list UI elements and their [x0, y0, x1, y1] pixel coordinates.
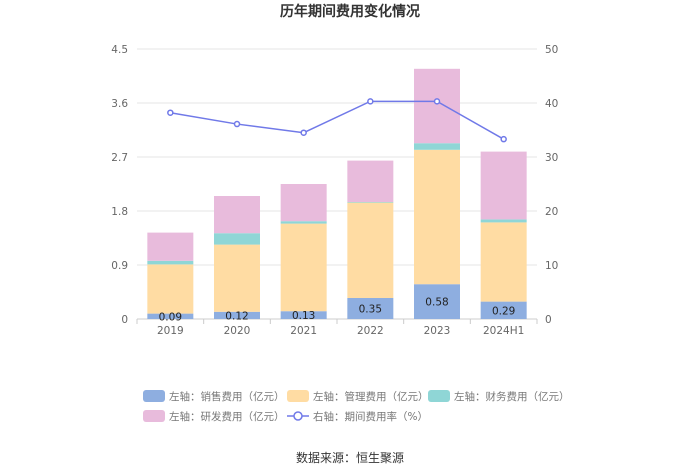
- bar-segment-2: [347, 202, 394, 298]
- bar-segment-3: [414, 143, 460, 150]
- bar-segment-1: [347, 298, 394, 319]
- chart-title: 历年期间费用变化情况: [280, 3, 420, 20]
- legend-swatch: [428, 390, 450, 402]
- legend-label: 左轴：财务费用（亿元）: [454, 390, 570, 403]
- bar-segment-4: [147, 232, 194, 261]
- x-tick-label: 2023: [424, 325, 451, 337]
- rate-line: [170, 100, 505, 140]
- legend-label: 右轴：期间费用率（%）: [313, 410, 428, 423]
- left-tick-label: 0.9: [111, 260, 128, 272]
- left-tick-label: 1.8: [111, 206, 128, 218]
- legend: 左轴：销售费用（亿元） 左轴：管理费用（亿元） 左轴：财务费用（亿元） 左轴：研发费用…: [143, 390, 570, 423]
- bar-value-label: 0.35: [359, 304, 382, 316]
- legend-line-marker: [293, 411, 303, 421]
- bar-segment-4: [214, 196, 260, 234]
- right-tick-label: 50: [545, 44, 558, 56]
- legend-label: 左轴：研发费用（亿元）: [169, 410, 285, 423]
- bar-segment-2: [147, 264, 194, 314]
- left-axis: 0 0.9 1.8 2.7 3.6 4.5: [111, 44, 128, 326]
- rate-line-series: [167, 98, 507, 143]
- rate-point: [233, 120, 241, 128]
- legend-swatch: [143, 410, 165, 422]
- bar-segment-2: [214, 244, 260, 312]
- bar-segment-2: [280, 223, 327, 312]
- rate-point: [167, 109, 174, 116]
- bar-value-label: 0.12: [225, 310, 248, 322]
- x-tick-label: 2020: [224, 325, 251, 337]
- bar-value-label: 0.09: [159, 311, 182, 323]
- x-tick-label: 2022: [357, 325, 384, 337]
- source-note: 数据来源：恒生聚源: [296, 450, 404, 465]
- bar-segment-3: [480, 219, 527, 223]
- bar-segment-2: [414, 149, 460, 285]
- bar-segment-3: [280, 221, 327, 224]
- rate-point: [300, 129, 307, 136]
- right-axis: 0 10 20 30 40 50: [545, 44, 558, 326]
- right-tick-label: 30: [545, 152, 558, 164]
- bar-segment-1: [214, 311, 260, 319]
- legend-label: 左轴：管理费用（亿元）: [313, 390, 429, 403]
- bar-value-label: 0.29: [492, 305, 515, 317]
- bar-segment-4: [480, 151, 527, 220]
- bar-segment-3: [347, 202, 394, 203]
- rate-point: [433, 98, 441, 105]
- bar-segment-1: [147, 313, 194, 319]
- legend-swatch: [287, 390, 309, 402]
- x-tick-label: 2021: [290, 325, 317, 337]
- left-tick-label: 3.6: [111, 98, 128, 110]
- right-tick-label: 10: [545, 260, 558, 272]
- bar-segment-3: [147, 260, 194, 265]
- x-tick-label: 2019: [157, 325, 184, 337]
- bar-segment-2: [480, 222, 527, 302]
- left-tick-label: 4.5: [111, 44, 128, 56]
- bar-value-label: 0.13: [292, 310, 315, 322]
- data-labels: 0.09 0.12 0.13 0.35 0.58 0.29: [159, 297, 516, 324]
- right-tick-label: 40: [545, 98, 558, 110]
- bar-value-label: 0.58: [425, 297, 448, 309]
- x-axis: 2019 2020 2021 2022 2023 2024H1: [136, 319, 538, 337]
- bar-segment-4: [280, 184, 327, 222]
- legend-swatch: [143, 390, 165, 402]
- grid-lines: [137, 48, 537, 320]
- bar-segment-1: [414, 284, 460, 319]
- x-tick-label: 2024H1: [483, 325, 524, 337]
- right-tick-label: 20: [545, 206, 558, 218]
- bar-segment-4: [414, 68, 460, 144]
- legend-label: 左轴：销售费用（亿元）: [169, 390, 285, 403]
- bar-segment-3: [214, 233, 260, 245]
- bar-segment-1: [480, 301, 527, 319]
- rate-point: [367, 98, 374, 105]
- left-tick-label: 2.7: [111, 152, 128, 164]
- bar-segment-4: [347, 160, 394, 202]
- bar-segment-1: [280, 311, 327, 319]
- left-tick-label: 0: [121, 314, 128, 326]
- right-tick-label: 0: [545, 314, 552, 326]
- rate-point: [500, 135, 507, 143]
- bar-series: [147, 68, 527, 319]
